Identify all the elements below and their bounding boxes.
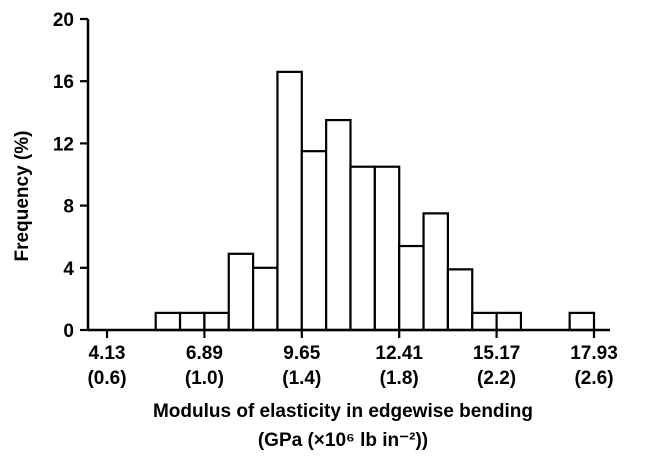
y-tick-label: 12 (53, 134, 74, 155)
axes-group (86, 19, 610, 332)
bars-group (154, 70, 596, 332)
y-ticks-group: 0 4 8 12 16 20 (53, 10, 88, 342)
histogram-bar-15 (495, 311, 523, 332)
x-tick-label-imperial: (1.4) (282, 368, 321, 389)
x-axis-units: (GPa (×10⁶ lb in⁻²)) (258, 430, 428, 451)
histogram-bar-2 (178, 311, 206, 332)
y-tick-label: 8 (63, 197, 74, 218)
y-tick-label: 20 (53, 10, 74, 31)
histogram-bar-11 (398, 244, 425, 332)
histogram-bar-7 (300, 150, 328, 332)
histogram-bar-14 (471, 311, 498, 332)
x-tick-label-gpa: 15.17 (473, 343, 521, 364)
y-axis-title: Frequency (%) (12, 131, 33, 262)
histogram-bar-8 (325, 118, 352, 332)
y-tick-label: 0 (63, 321, 74, 342)
x-tick-label-gpa: 12.41 (375, 343, 423, 364)
histogram-bar-3 (203, 311, 230, 332)
histogram-bar-5 (252, 266, 279, 332)
histogram-bar-1 (154, 311, 182, 332)
x-tick-label-gpa: 6.89 (186, 343, 223, 364)
x-tick-label-gpa: 4.13 (89, 343, 126, 364)
histogram-bar-12 (422, 212, 449, 332)
histogram-bar-16 (568, 311, 596, 332)
histogram-bar-10 (373, 165, 401, 332)
histogram-bar-6 (276, 70, 303, 332)
histogram-bar-9 (349, 165, 376, 332)
x-tick-label-imperial: (0.6) (87, 368, 126, 389)
histogram-bar-13 (446, 268, 474, 332)
x-ticks-group: 4.13 (0.6) 6.89 (1.0) 9.65 (1.4) 12.41 (1.8) 15.… (87, 330, 618, 389)
x-tick-label-imperial: (2.2) (477, 368, 516, 389)
x-tick-label-gpa: 9.65 (283, 343, 320, 364)
x-axis-title: Modulus of elasticity in edgewise bendin… (153, 401, 533, 422)
histogram-bar-4 (227, 252, 255, 332)
y-tick-label: 16 (53, 72, 74, 93)
x-tick-label-imperial: (1.0) (185, 368, 224, 389)
y-tick-label: 4 (63, 259, 74, 280)
x-tick-label-imperial: (2.6) (574, 368, 613, 389)
x-tick-label-gpa: 17.93 (570, 343, 618, 364)
x-tick-label-imperial: (1.8) (380, 368, 419, 389)
